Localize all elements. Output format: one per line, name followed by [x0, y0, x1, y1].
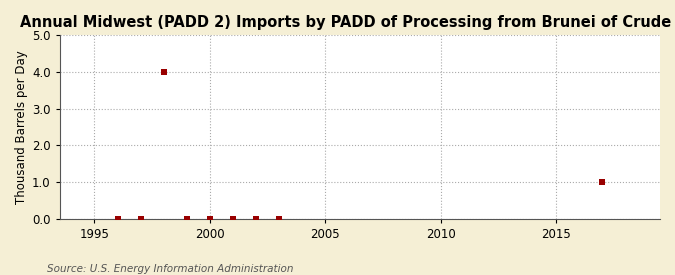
Title: Annual Midwest (PADD 2) Imports by PADD of Processing from Brunei of Crude Oil: Annual Midwest (PADD 2) Imports by PADD … [20, 15, 675, 30]
Point [135, 216, 146, 221]
Point [250, 216, 261, 221]
Point [182, 216, 192, 221]
Point [205, 216, 215, 221]
Point [274, 216, 285, 221]
Text: Source: U.S. Energy Information Administration: Source: U.S. Energy Information Administ… [47, 264, 294, 274]
Point [112, 216, 123, 221]
Point [159, 70, 169, 74]
Y-axis label: Thousand Barrels per Day: Thousand Barrels per Day [15, 50, 28, 204]
Point [227, 216, 238, 221]
Point [597, 180, 608, 184]
